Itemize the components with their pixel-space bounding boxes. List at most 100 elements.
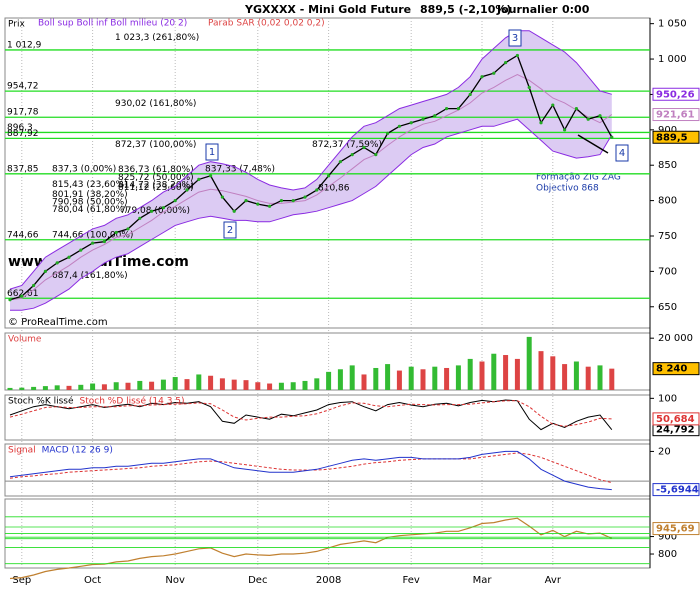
price-point [409,121,413,125]
price-point [445,106,449,111]
x-tick-label: Oct [84,575,101,586]
volume-bar [184,379,190,390]
x-tick-label: 2008 [316,575,341,586]
price-point [8,298,12,302]
price-point [610,135,614,139]
indicator-line [9,400,612,427]
x-tick-label: Avr [545,575,562,586]
value-box [652,87,700,101]
wave-box [205,143,219,161]
volume-bar [479,361,485,390]
time: 0:00 [562,3,590,16]
y-tick-label: 1 000 [658,54,687,65]
price-point [539,121,543,125]
volume-bar [172,377,178,390]
fib-label: 687,4 (161,80%) [52,271,128,281]
volume-bar [373,367,379,390]
value-box-label: 950,26 [656,89,695,100]
volume-bar [326,371,332,390]
fib-label: 811,12 (23,60%) [118,183,194,193]
price-point [197,177,201,181]
volume-bar [302,380,308,390]
volume-bar [101,384,107,390]
volume-bar [550,356,556,390]
wave-label: 4 [619,148,625,159]
price-point [173,199,177,203]
price-point [20,294,24,298]
wave-box [615,144,629,162]
fib-label: 825,72 (50,00%) [118,173,194,183]
legend: Stoch %K lissé [8,396,74,407]
price-point [138,216,142,220]
fib-label: 837,3 (0,00%) [52,165,116,175]
fib-label: 815,43 (23,60%) [52,180,128,190]
x-tick-label: Sep [12,575,31,586]
price-point [374,152,378,157]
volume-bar [290,382,296,390]
value-box [652,130,700,144]
volume-bar [42,386,48,390]
price-point [492,71,496,75]
volume-bar [267,383,273,390]
fib-label: 810,86 [318,183,350,193]
volume-bar [54,385,60,390]
bollinger-line [10,118,613,311]
price-point [185,188,189,192]
volume-bar [396,370,402,390]
volume-bar [278,382,284,390]
volume-bar [337,369,343,390]
volume-bar [597,365,603,390]
level-label: 896,3 [7,123,33,133]
volume-bar [160,379,166,390]
volume-bar [78,384,84,390]
price-point [43,269,48,273]
wave-box [508,29,522,47]
volume-bar [90,383,96,390]
fib-label: 814,72 (38,20%) [118,181,194,191]
level-label: 662,01 [7,289,39,299]
value-box-label: 945,69 [656,524,695,535]
volume-bar [538,351,544,390]
price-point [161,206,165,210]
volume-bar [349,365,355,390]
volume-bar [585,366,591,390]
value-box-label: 50,684 [656,414,695,425]
price-point [244,199,248,203]
volume-bar [526,336,532,390]
volume-bar [361,374,367,390]
price-point [433,114,437,118]
fib-label: 1 023,3 (261,80%) [115,33,199,43]
legend: MACD (12 26 9) [42,446,113,456]
price-point [468,92,472,97]
level-label: 744,66 [7,230,39,240]
price-point [551,103,555,107]
price-point [327,174,331,178]
volume-bar [314,378,320,390]
volume-bar [455,365,461,390]
price-point [256,202,260,206]
arrow [577,134,609,154]
fib-label: 872,37 (7,59%) [312,140,382,150]
volume-bar [19,387,25,390]
value-box-label: 24,792 [656,425,695,436]
legend: Signal [8,446,36,456]
price-point [421,117,425,121]
level-label: 1 012,9 [7,40,42,50]
y-tick-label: 800 [658,196,677,207]
indicator-line [9,450,612,491]
volume-bar [432,366,438,390]
price-point [574,106,579,111]
fib-label: 836,73 (61,80%) [118,165,194,175]
value-box [652,522,700,536]
value-box [652,108,700,122]
x-tick-label: Nov [165,575,185,586]
volume-bar [385,364,391,390]
panel-title: Volume [8,335,42,345]
volume-bar [125,382,131,390]
y-tick-label: 20 000 [658,333,693,344]
price-line [9,54,613,301]
price-point [397,124,401,128]
price-point [279,199,283,203]
price-point [55,261,59,265]
